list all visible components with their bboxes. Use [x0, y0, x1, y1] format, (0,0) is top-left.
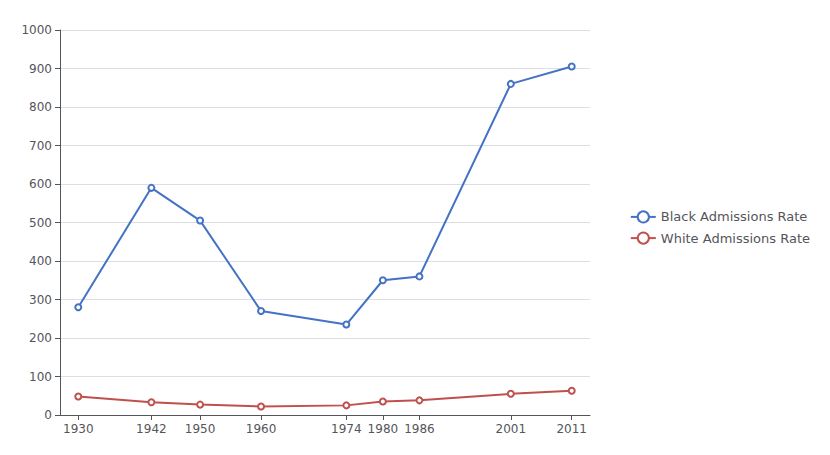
svg-text:700: 700 [29, 139, 52, 153]
svg-text:1974: 1974 [331, 422, 362, 436]
svg-text:Black Admissions Rate: Black Admissions Rate [661, 209, 808, 224]
svg-text:1950: 1950 [185, 422, 216, 436]
svg-text:1000: 1000 [21, 23, 52, 37]
svg-text:1930: 1930 [63, 422, 94, 436]
svg-text:2011: 2011 [556, 422, 587, 436]
svg-text:500: 500 [29, 216, 52, 230]
svg-text:1986: 1986 [404, 422, 435, 436]
svg-text:400: 400 [29, 254, 52, 268]
svg-text:100: 100 [29, 370, 52, 384]
svg-text:1942: 1942 [136, 422, 167, 436]
svg-text:White Admissions Rate: White Admissions Rate [661, 231, 810, 246]
svg-text:200: 200 [29, 331, 52, 345]
svg-text:800: 800 [29, 100, 52, 114]
svg-text:900: 900 [29, 62, 52, 76]
svg-text:300: 300 [29, 293, 52, 307]
svg-text:600: 600 [29, 177, 52, 191]
svg-text:1960: 1960 [246, 422, 277, 436]
svg-text:0: 0 [44, 408, 52, 422]
svg-text:2001: 2001 [496, 422, 527, 436]
svg-text:1980: 1980 [368, 422, 399, 436]
